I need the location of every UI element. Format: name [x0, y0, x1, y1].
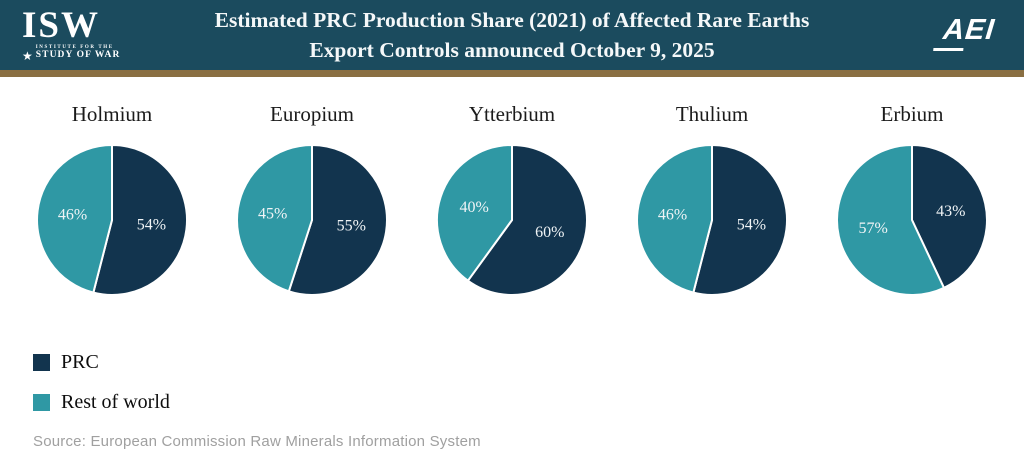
legend-label-prc: PRC: [61, 351, 99, 373]
pie-title-ytterbium: Ytterbium: [468, 102, 556, 126]
legend: PRC Rest of world: [33, 351, 1024, 414]
star-icon: ★: [22, 48, 33, 63]
pie-value-label-ytterbium-rest-of-world: 40%: [460, 199, 489, 216]
pie-title-europium: Europium: [270, 102, 354, 126]
pie-slice-thulium-prc: [692, 144, 788, 296]
pie-chart-thulium: 54% 46%: [636, 144, 788, 296]
legend-item-prc: PRC: [33, 351, 1024, 374]
pie-value-label-ytterbium-prc: 60%: [535, 224, 564, 241]
aei-logo: AEI: [941, 14, 996, 51]
rest-of-world-color-swatch: [33, 394, 50, 411]
pie-chart-ytterbium: 60% 40%: [436, 144, 588, 296]
pie-value-label-erbium-prc: 43%: [936, 203, 965, 220]
pie-slice-europium-prc: [287, 144, 388, 296]
isw-logo-text: ISW: [22, 5, 100, 46]
pie-slice-ytterbium-prc: [466, 144, 588, 296]
page-title: Estimated PRC Production Share (2021) of…: [0, 0, 1024, 70]
pie-title-erbium: Erbium: [880, 102, 944, 126]
pie-value-label-thulium-rest-of-world: 46%: [658, 207, 687, 224]
pie-column-erbium: Erbium 43% 57%: [812, 102, 1012, 297]
pie-slice-holmium-prc: [92, 144, 188, 296]
pie-column-ytterbium: Ytterbium 60% 40%: [412, 102, 612, 297]
pie-column-thulium: Thulium 54% 46%: [612, 102, 812, 297]
pie-chart-europium: 55% 45%: [236, 144, 388, 296]
pie-column-holmium: Holmium 54% 46%: [12, 102, 212, 297]
pie-value-label-thulium-prc: 54%: [737, 217, 766, 234]
pie-chart-erbium: 43% 57%: [836, 144, 988, 296]
pie-slice-thulium-rest-of-world: [636, 144, 713, 294]
legend-label-rest-of-world: Rest of world: [61, 391, 170, 413]
pie-value-label-europium-rest-of-world: 45%: [258, 205, 287, 222]
pie-charts-row: Holmium 54% 46% Europium 55% 45% Ytterbium 60% 4…: [0, 102, 1024, 297]
pie-value-label-erbium-rest-of-world: 57%: [859, 220, 888, 237]
pie-value-label-holmium-prc: 54%: [137, 217, 166, 234]
pie-slice-erbium-rest-of-world: [836, 144, 945, 296]
isw-logo-subtitle-2: STUDY OF WAR: [35, 50, 121, 60]
prc-color-swatch: [33, 354, 50, 371]
pie-slice-ytterbium-rest-of-world: [436, 144, 513, 282]
source-attribution: Source: European Commission Raw Minerals…: [33, 433, 481, 450]
page-title-line-2: Export Controls announced October 9, 202…: [309, 38, 715, 62]
pie-value-label-europium-prc: 55%: [337, 218, 366, 235]
pie-title-holmium: Holmium: [71, 102, 153, 126]
pie-slice-holmium-rest-of-world: [36, 144, 113, 294]
pie-value-label-holmium-rest-of-world: 46%: [58, 207, 87, 224]
page-title-line-1: Estimated PRC Production Share (2021) of…: [214, 8, 810, 32]
header-banner: ISW ★ INSTITUTE FOR THE STUDY OF WAR Est…: [0, 0, 1024, 70]
isw-logo-subtitle-1: INSTITUTE FOR THE: [35, 45, 114, 50]
isw-logo: ISW ★ INSTITUTE FOR THE STUDY OF WAR: [22, 5, 121, 63]
gold-divider: [0, 70, 1024, 77]
pie-column-europium: Europium 55% 45%: [212, 102, 412, 297]
legend-item-rest-of-world: Rest of world: [33, 391, 1024, 414]
pie-slice-europium-rest-of-world: [236, 144, 313, 293]
pie-title-thulium: Thulium: [675, 102, 749, 126]
pie-chart-holmium: 54% 46%: [36, 144, 188, 296]
pie-slice-erbium-prc: [911, 144, 988, 289]
